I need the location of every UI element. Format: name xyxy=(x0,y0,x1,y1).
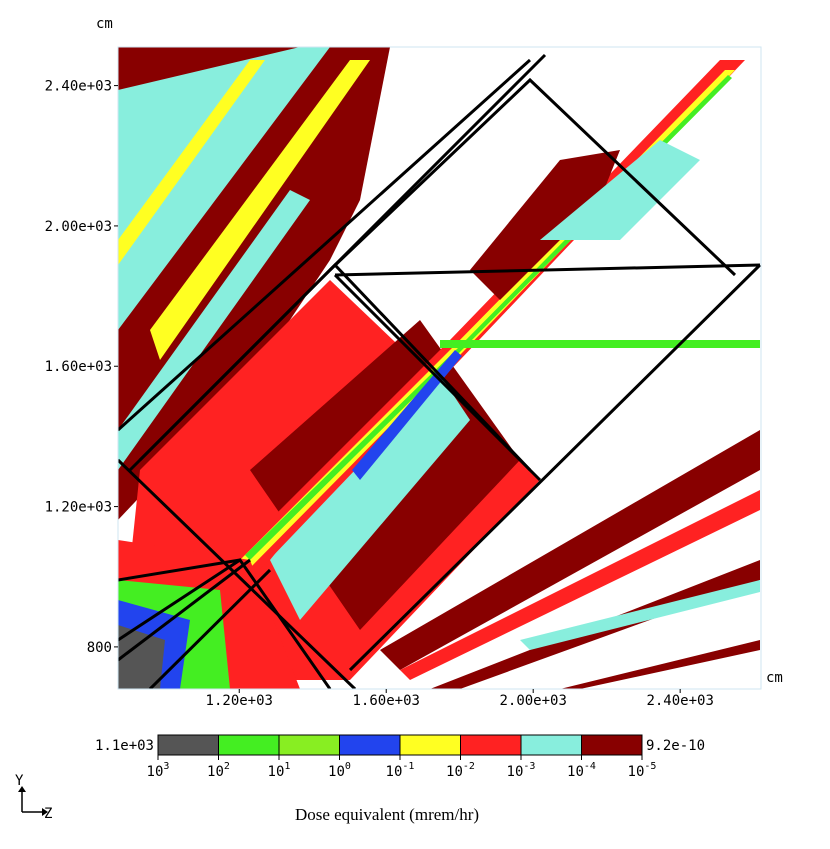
x-tick-label: 2.00e+03 xyxy=(499,693,566,709)
axes-indicator: Y Z xyxy=(15,773,52,822)
x-tick-label: 1.20e+03 xyxy=(206,693,273,709)
colorbar-edge-label: 102 xyxy=(207,761,230,780)
colorbar-bin xyxy=(339,734,401,756)
colorbar-bin xyxy=(581,734,643,756)
colorbar-bin xyxy=(520,734,582,756)
colorbar-bin xyxy=(157,734,219,756)
y-tick-label: 2.00e+03 xyxy=(45,219,112,235)
colorbar-min-label: 9.2e-10 xyxy=(646,738,705,754)
geometry-outlines xyxy=(118,53,761,689)
colorbar-max-label: 1.1e+03 xyxy=(95,738,154,754)
plot-frame xyxy=(117,46,762,690)
dose-heatmap xyxy=(118,47,761,689)
colorbar-edge-label: 100 xyxy=(328,761,351,780)
colorbar-bin xyxy=(278,734,340,756)
colorbar-edge-label: 10-4 xyxy=(567,761,596,780)
colorbar-edge-label: 103 xyxy=(147,761,170,780)
colorbar-edge-label: 10-3 xyxy=(507,761,536,780)
y-tick-label: 800 xyxy=(87,640,112,656)
y-tick-label: 2.40e+03 xyxy=(45,79,112,95)
y-tick-label: 1.20e+03 xyxy=(45,500,112,516)
y-unit-label: cm xyxy=(96,16,113,32)
colorbar: 1.1e+03 9.2e-10 103 102 101 100 10-1 10-2 10-3 10… xyxy=(95,734,705,780)
colorbar-label: Dose equivalent (mrem/hr) xyxy=(295,805,479,824)
y-tick-label: 1.60e+03 xyxy=(45,359,112,375)
colorbar-bin xyxy=(218,734,280,756)
colorbar-bin xyxy=(460,734,522,756)
axis-indicator-y: Y xyxy=(15,773,24,789)
x-unit-label: cm xyxy=(766,670,783,686)
x-tick-label: 2.40e+03 xyxy=(646,693,713,709)
colorbar-edge-label: 10-2 xyxy=(446,761,475,780)
axis-indicator-z: Z xyxy=(44,806,52,822)
colorbar-bin xyxy=(399,734,461,756)
x-tick-label: 1.60e+03 xyxy=(353,693,420,709)
colorbar-edge-label: 101 xyxy=(268,761,291,780)
colorbar-edge-label: 10-1 xyxy=(386,761,415,780)
colorbar-edge-label: 10-5 xyxy=(628,761,657,780)
